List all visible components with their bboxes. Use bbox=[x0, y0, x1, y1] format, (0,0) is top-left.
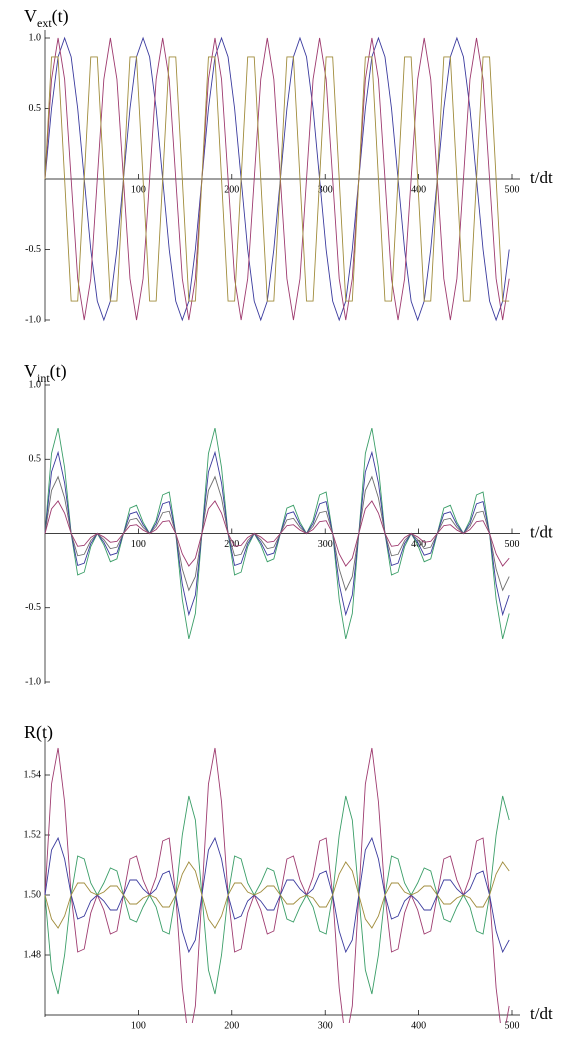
y-tick-label: 1.50 bbox=[24, 889, 42, 900]
title-part: R(t) bbox=[24, 722, 53, 743]
x-tick-label: 300 bbox=[318, 1020, 333, 1031]
series-line bbox=[44, 56, 510, 302]
series-line bbox=[44, 861, 510, 929]
x-tick-label: 500 bbox=[505, 539, 520, 550]
x-tick-label: 100 bbox=[131, 1020, 146, 1031]
y-tick-label: 1.54 bbox=[24, 769, 42, 780]
y-tick-label: 1.0 bbox=[29, 379, 42, 390]
series-line bbox=[44, 836, 510, 954]
x-axis-label: t/dt bbox=[530, 522, 553, 541]
title-part: V bbox=[24, 6, 37, 26]
panel: R(t) t/dt 1.48 1.50 1.52 1.54 100 200 300 400 500 bbox=[24, 722, 553, 1031]
x-tick-label: 300 bbox=[318, 539, 333, 550]
x-tick-label: 300 bbox=[318, 184, 333, 195]
x-tick-label: 200 bbox=[224, 184, 239, 195]
title-subscript: ext bbox=[37, 16, 52, 30]
x-axis-label: t/dt bbox=[530, 1004, 553, 1023]
y-tick-label: 0.5 bbox=[29, 454, 42, 465]
title-subscript: int bbox=[37, 371, 50, 385]
x-tick-label: 200 bbox=[224, 1020, 239, 1031]
y-tick-label: -1.0 bbox=[25, 314, 41, 325]
series-line bbox=[44, 500, 510, 567]
series-line bbox=[44, 37, 510, 321]
series-line bbox=[44, 795, 510, 995]
y-tick-label: -0.5 bbox=[25, 244, 41, 255]
panel-title: Vint(t) bbox=[24, 361, 67, 385]
y-tick-label: 0.5 bbox=[29, 103, 42, 114]
y-tick-label: 1.0 bbox=[29, 32, 42, 43]
series-line bbox=[44, 747, 510, 1023]
series-line bbox=[44, 475, 510, 592]
x-tick-label: 400 bbox=[411, 1020, 426, 1031]
y-tick-label: -0.5 bbox=[25, 602, 41, 613]
x-tick-label: 200 bbox=[224, 539, 239, 550]
title-part: (t) bbox=[50, 361, 67, 382]
panel-title: Vext(t) bbox=[24, 6, 69, 30]
x-tick-label: 100 bbox=[131, 539, 146, 550]
x-axis-label: t/dt bbox=[530, 168, 553, 187]
x-tick-label: 100 bbox=[131, 184, 146, 195]
panel-title: R(t) bbox=[24, 722, 53, 743]
title-part: V bbox=[24, 361, 37, 381]
series-line bbox=[44, 36, 510, 322]
x-tick-label: 500 bbox=[505, 184, 520, 195]
title-part: (t) bbox=[52, 6, 69, 27]
y-tick-label: 1.48 bbox=[24, 949, 42, 960]
y-tick-label: 1.52 bbox=[24, 829, 42, 840]
y-tick-label: -1.0 bbox=[25, 676, 41, 687]
x-tick-label: 500 bbox=[505, 1020, 520, 1031]
